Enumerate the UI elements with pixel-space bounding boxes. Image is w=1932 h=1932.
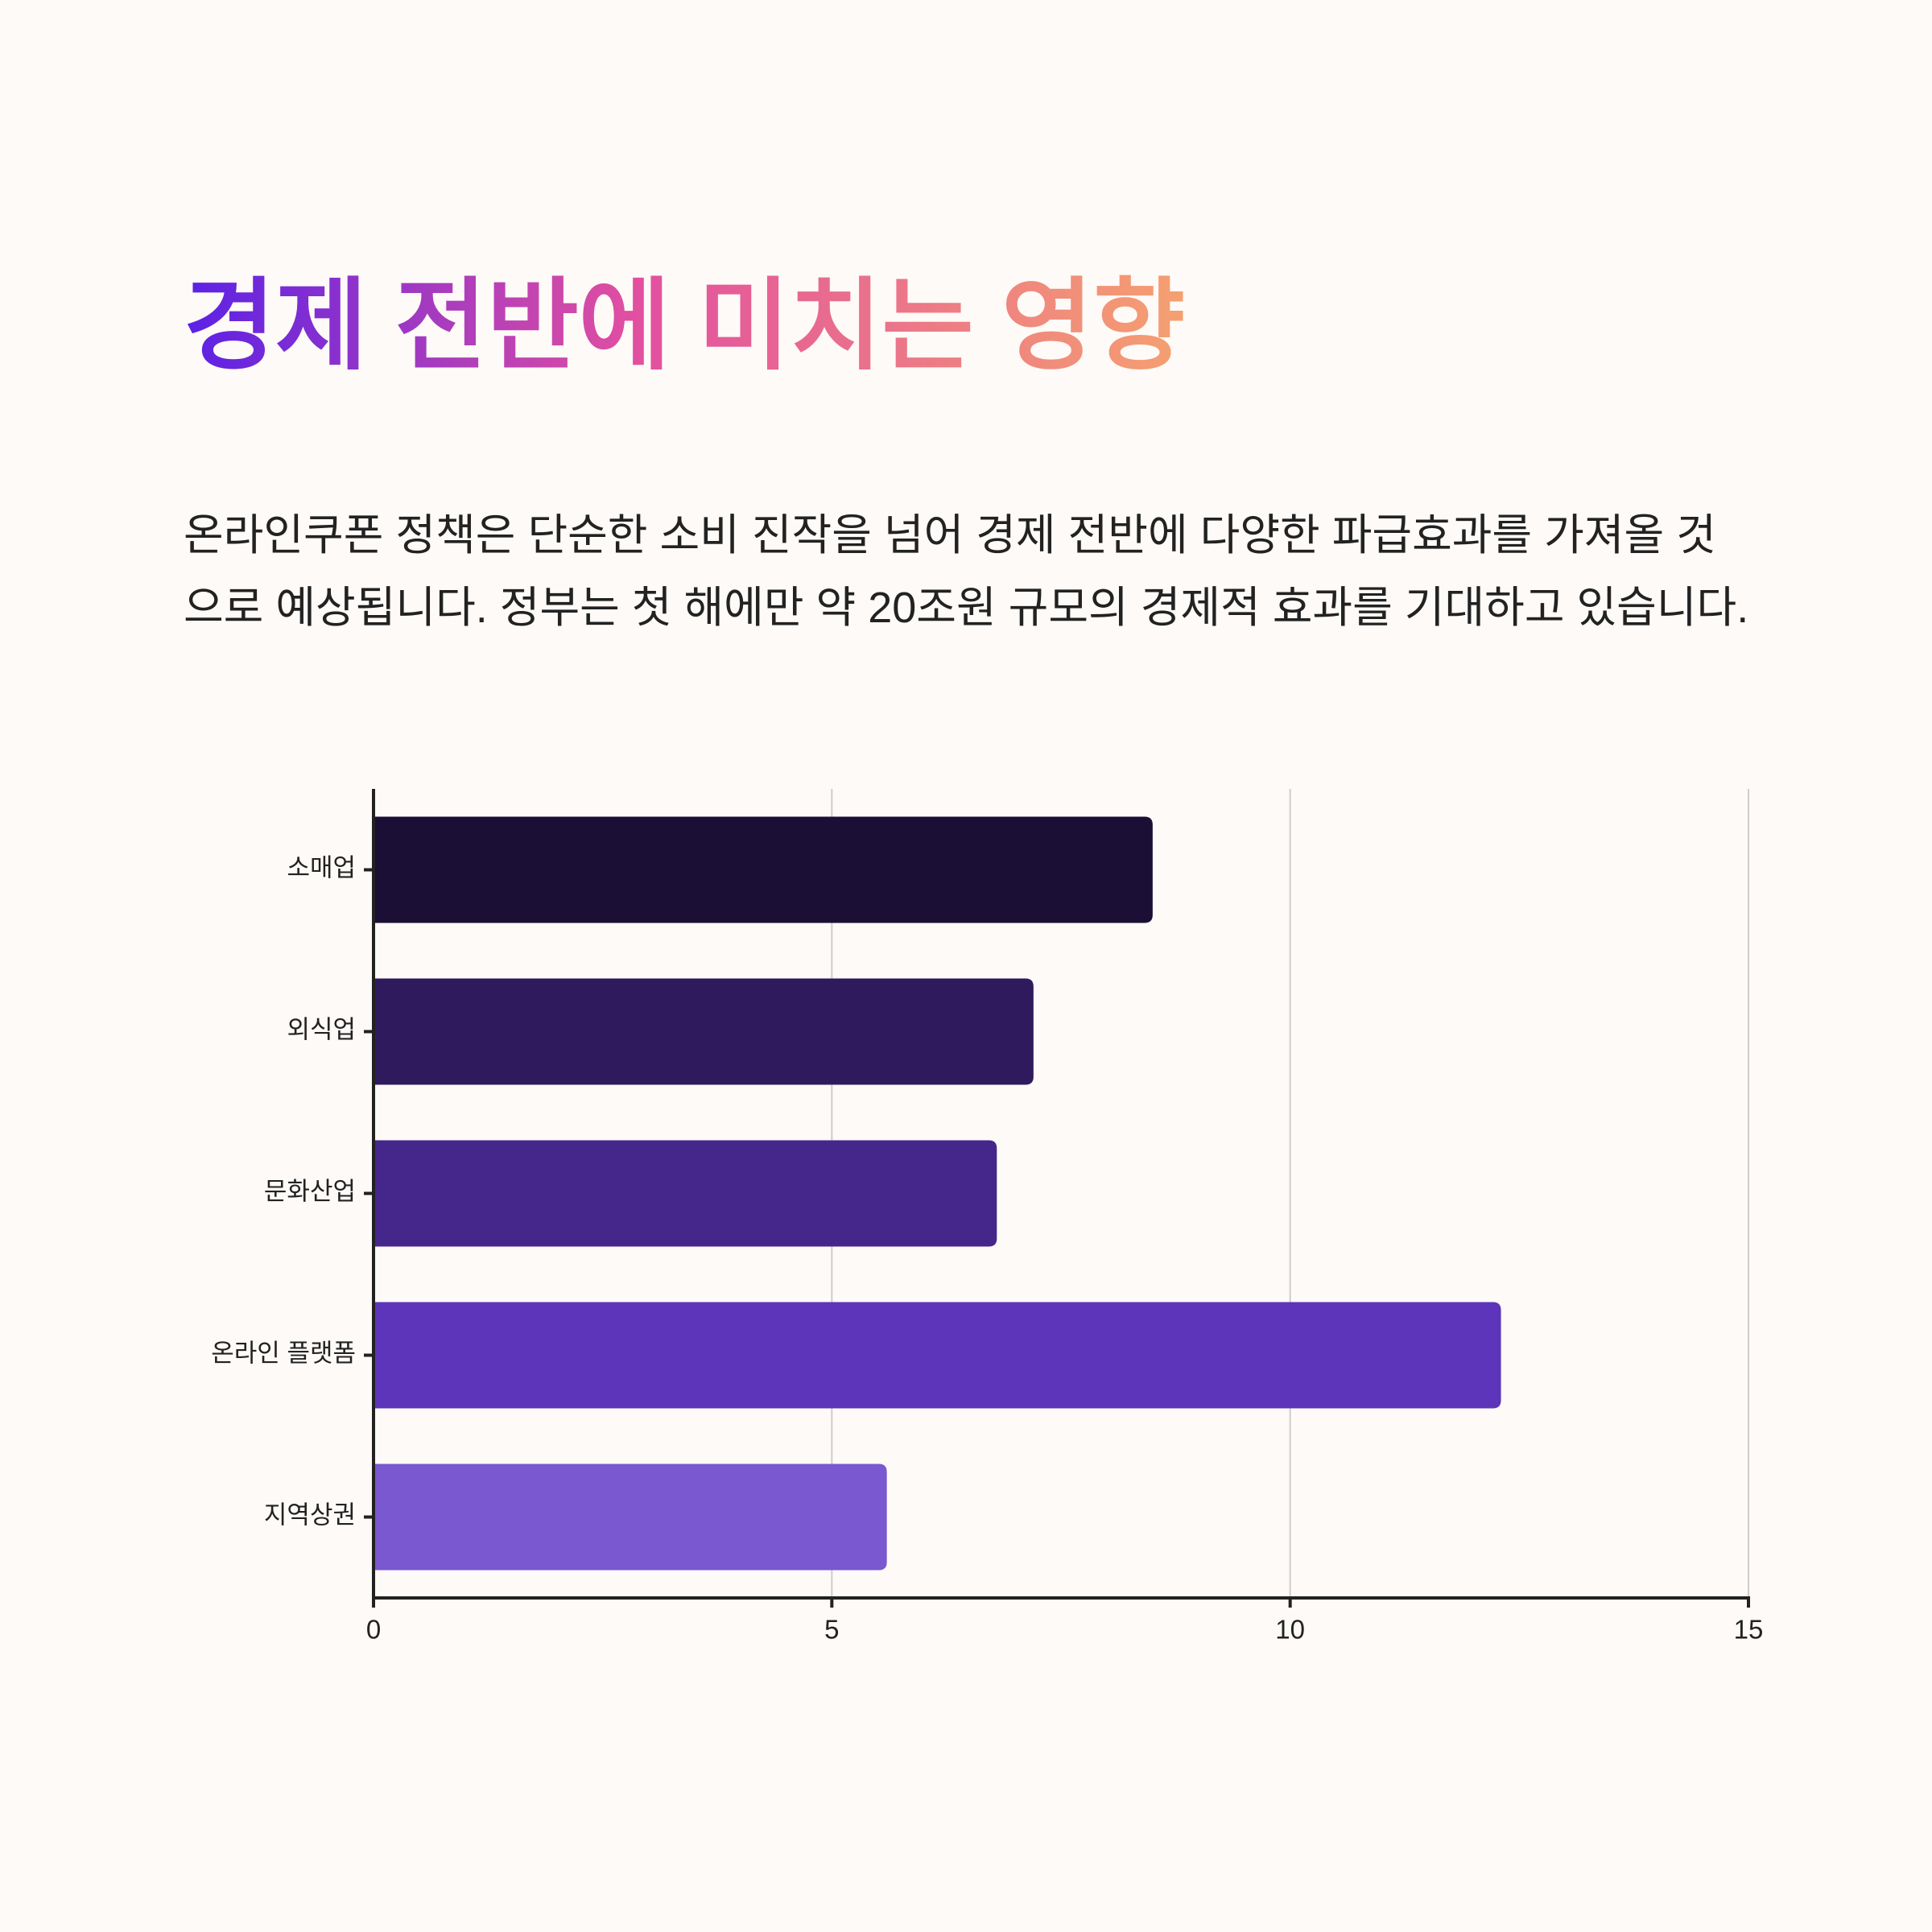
bar: [374, 1140, 997, 1247]
chart-subtitle: 온라인쿠폰 정책은 단순한 소비 진작을 넘어 경제 전반에 다양한 파급효과를…: [184, 511, 1749, 632]
bar: [374, 1463, 887, 1571]
y-tick-label: 지역상권: [264, 1501, 356, 1530]
x-tick-label: 10: [1275, 1615, 1305, 1645]
bar: [374, 1302, 1501, 1409]
x-tick-label: 5: [824, 1615, 839, 1645]
x-tick-label: 0: [366, 1615, 381, 1645]
y-tick-label: 문화산업: [264, 1178, 356, 1206]
bar: [374, 978, 1034, 1085]
chart-title: 경제 전반에 미치는 영향: [184, 266, 1185, 386]
y-tick-label: 외식업: [287, 1016, 356, 1044]
x-tick-label: 15: [1734, 1615, 1764, 1645]
bar: [374, 816, 1153, 923]
y-tick-label: 소매업: [287, 854, 356, 882]
y-tick-label: 온라인 플랫폼: [211, 1340, 356, 1368]
